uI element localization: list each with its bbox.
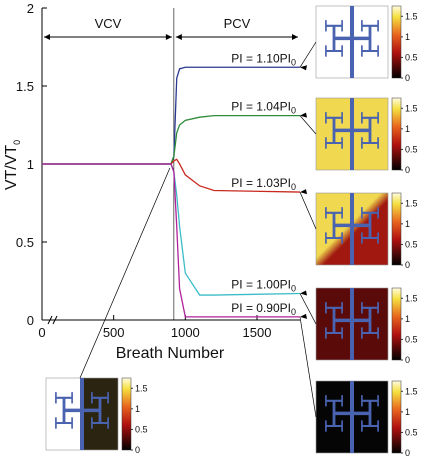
label-sub: 0	[291, 307, 296, 317]
y-tick-label: 1	[27, 157, 34, 172]
colorbar-tick-label: 1.5	[405, 11, 418, 21]
colorbar-tick-label: 1	[405, 32, 410, 42]
label-text: PI = 1.10PI	[231, 51, 291, 65]
series-label: PI = 1.10PI0	[231, 51, 296, 67]
x-tick-label: 0	[38, 325, 45, 340]
x-tick-label: 1000	[171, 325, 200, 340]
pointer	[299, 316, 317, 418]
series-line	[42, 163, 300, 318]
colorbar-tick-label: 0	[405, 73, 410, 83]
pointer-head	[300, 112, 307, 118]
insets: 0 0.5 1 1.5 0 0.5 1 1.5 0 0.5 1 1.5 0 0.5 1 1.5 0 0.5 1 1.5…	[45, 5, 418, 458]
label-sub: 0	[291, 57, 296, 67]
colorbar-tick-label: 1	[405, 314, 410, 324]
colorbar-tick-label: 1.5	[405, 103, 418, 113]
colorbar-tick-label: 1	[405, 407, 410, 417]
series-label: PI = 1.00PI0	[231, 277, 296, 293]
colorbar-tick-label: 1.5	[405, 293, 418, 303]
x-tick-label: 500	[103, 325, 125, 340]
series-line	[42, 158, 301, 193]
colorbar	[121, 377, 132, 451]
y-tick-label: 0	[27, 313, 34, 328]
colorbar	[391, 287, 402, 361]
y-tick-label: 1.5	[16, 79, 34, 94]
colorbar-tick-label: 0	[405, 355, 410, 365]
pointer-head	[300, 313, 307, 319]
colorbar	[391, 5, 402, 79]
colorbar-tick-label: 0	[405, 260, 410, 270]
label-text: PI = 1.04PI	[231, 100, 291, 114]
colorbar-tick-label: 1.5	[405, 198, 418, 208]
colorbar-tick-label: 0.5	[135, 424, 148, 434]
colorbar-tick-label: 0	[405, 165, 410, 175]
series-line	[42, 114, 300, 165]
y-axis-label: VT/VT0	[3, 140, 22, 190]
y-tick-label: 2	[27, 1, 34, 16]
series-label: PI = 1.03PI0	[231, 176, 296, 192]
region-label: VCV	[95, 16, 122, 31]
pointer-head	[300, 65, 307, 71]
pointer	[299, 115, 317, 135]
pointer-head	[300, 290, 307, 296]
x-axis-label: Breath Number	[116, 345, 225, 362]
colorbar-tick-label: 1	[405, 124, 410, 134]
colorbar-tick-label: 0.5	[405, 334, 418, 344]
label-sub: 0	[291, 182, 296, 192]
colorbar	[391, 192, 402, 266]
colorbar-tick-label: 1.5	[135, 383, 148, 393]
region-label: PCV	[224, 16, 251, 31]
colorbar-tick-label: 0.5	[405, 427, 418, 437]
colorbar-tick-label: 0.5	[405, 144, 418, 154]
pointer	[299, 191, 317, 230]
pointer	[299, 41, 317, 68]
y-tick-label: 0.5	[16, 235, 34, 250]
colorbar-tick-label: 1.5	[405, 386, 418, 396]
colorbar-tick-label: 0	[405, 448, 410, 458]
colorbar-tick-label: 0.5	[405, 239, 418, 249]
colorbar	[391, 380, 402, 454]
label-text: PI = 1.00PI	[231, 277, 291, 291]
colorbar-tick-label: 1	[405, 219, 410, 229]
colorbar-tick-label: 0.5	[405, 52, 418, 62]
label-text: PI = 0.90PI	[231, 301, 291, 315]
colorbar-tick-label: 1	[135, 404, 140, 414]
pointer	[299, 293, 317, 325]
pointer-head	[300, 189, 307, 195]
series-label: PI = 0.90PI0	[231, 301, 296, 317]
x-tick-label: 1500	[243, 325, 272, 340]
colorbar-tick-label: 0	[135, 445, 140, 455]
label-sub: 0	[291, 106, 296, 116]
pointer	[79, 167, 171, 379]
colorbar	[391, 97, 402, 171]
axis-break	[47, 315, 58, 325]
label-sub: 0	[291, 283, 296, 293]
label-text: PI = 1.03PI	[231, 176, 291, 190]
series-label: PI = 1.04PI0	[231, 100, 296, 116]
